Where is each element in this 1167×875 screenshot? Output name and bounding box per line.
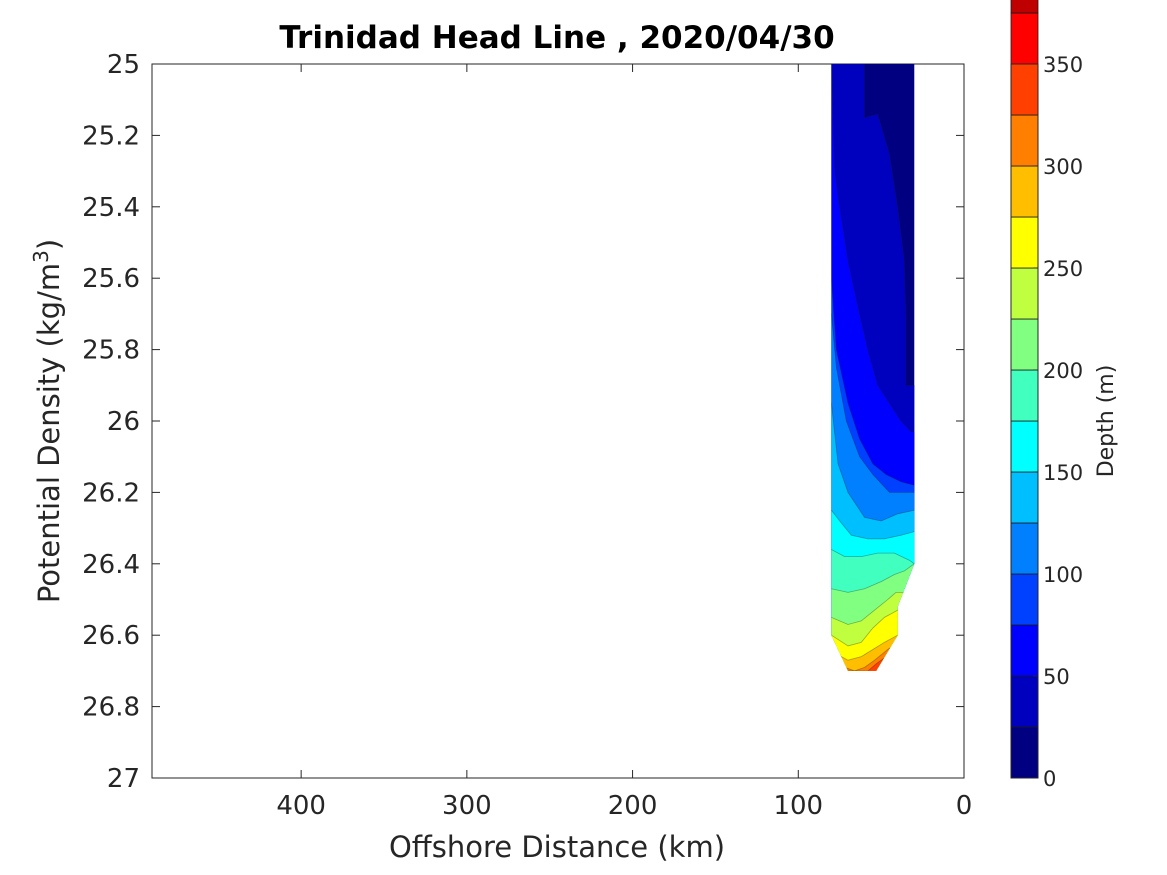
colorbar: 0 50 100 150 200 250 300 350 — [1010, 0, 1083, 791]
colorbar-tick-label: 350 — [1043, 53, 1083, 77]
y-axis-label-superscript: 3 — [29, 250, 53, 263]
colorbar-tick-label: 200 — [1043, 359, 1083, 383]
y-axis-label-close: ) — [32, 239, 66, 250]
y-tick-label: 25.8 — [82, 336, 140, 366]
plot-area — [151, 63, 965, 779]
y-tick-label: 26 — [107, 407, 140, 437]
y-tick-label: 26.8 — [82, 693, 140, 723]
colorbar-tick-label: 0 — [1043, 767, 1056, 791]
contour-band-300 — [831, 641, 915, 671]
colorbar-label: Depth (m) — [1094, 365, 1119, 478]
colorbar-segment — [1010, 63, 1039, 116]
y-tick-label: 25.6 — [82, 264, 140, 294]
colorbar-segment — [1010, 420, 1039, 473]
y-tick-label: 26.4 — [82, 550, 140, 580]
colorbar-segment — [1010, 726, 1039, 779]
colorbar-segment — [1010, 0, 1039, 14]
colorbar-segment — [1010, 216, 1039, 269]
x-tick-label: 100 — [773, 791, 823, 821]
x-tick-label: 0 — [956, 791, 973, 821]
colorbar-tick-label: 100 — [1043, 563, 1083, 587]
x-tick-label: 300 — [442, 791, 492, 821]
colorbar-tick-label: 300 — [1043, 155, 1083, 179]
colorbar-tick-label: 50 — [1043, 665, 1070, 689]
chart-title: Trinidad Head Line , 2020/04/30 — [279, 20, 834, 56]
x-tick-label: 200 — [608, 791, 658, 821]
colorbar-segment — [1010, 267, 1039, 320]
colorbar-segment — [1010, 12, 1039, 65]
colorbar-segment — [1010, 522, 1039, 575]
x-tick-label: 400 — [276, 791, 326, 821]
y-tick-label: 26.2 — [82, 478, 140, 508]
y-tick-label: 25 — [107, 50, 140, 80]
y-tick-label: 27 — [107, 764, 140, 794]
colorbar-segment — [1010, 165, 1039, 218]
colorbar-segment — [1010, 624, 1039, 677]
colorbar-frame — [1010, 63, 1039, 779]
y-tick-label: 25.4 — [82, 193, 140, 223]
y-tick-label: 25.2 — [82, 121, 140, 151]
axis-layer: 400 300 200 100 0 25 25.2 25.4 25.6 25.8 26 26.2 26.… — [82, 50, 972, 821]
y-axis-label: Potential Density (kg/m3) — [29, 239, 66, 603]
y-axis-label-main: Potential Density (kg/m — [32, 263, 66, 603]
colorbar-segment — [1010, 675, 1039, 728]
colorbar-segment — [1010, 318, 1039, 371]
colorbar-tick-label: 250 — [1043, 257, 1083, 281]
colorbar-segment — [1010, 471, 1039, 524]
y-tick-label: 26.6 — [82, 621, 140, 651]
colorbar-segment — [1010, 369, 1039, 422]
colorbar-tick-label: 150 — [1043, 461, 1083, 485]
colorbar-segment — [1010, 573, 1039, 626]
x-axis-label: Offshore Distance (km) — [389, 830, 725, 864]
colorbar-segment — [1010, 114, 1039, 167]
